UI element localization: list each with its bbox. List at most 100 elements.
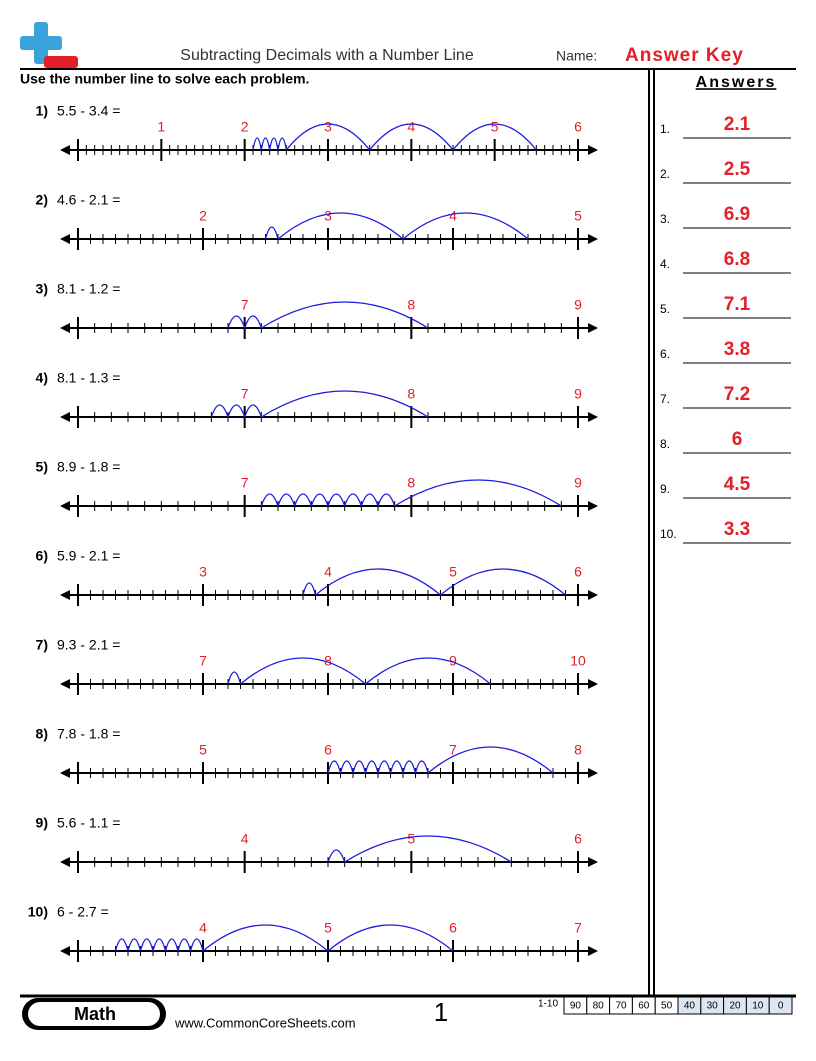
jump-arc — [277, 137, 287, 151]
number-label: 5 — [449, 564, 457, 580]
jump-arc — [452, 123, 537, 151]
jump-arc — [364, 760, 379, 774]
jump-arc — [402, 760, 417, 774]
arrow-head — [588, 412, 598, 422]
arrow-head — [60, 768, 70, 778]
answer-number: 2. — [660, 167, 670, 181]
number-label: 9 — [574, 475, 582, 491]
number-label: 6 — [574, 119, 582, 135]
answer: 7.1 — [724, 294, 751, 315]
number-label: 9 — [449, 653, 457, 669]
number-label: 6 — [574, 831, 582, 847]
number-label: 3 — [324, 119, 332, 135]
answer: 3.3 — [724, 519, 750, 540]
jump-arc — [389, 760, 404, 774]
jump-arc — [177, 938, 192, 952]
title: Subtracting Decimals with a Number Line — [180, 47, 474, 64]
answer-number: 3. — [660, 212, 670, 226]
jump-arc — [294, 493, 312, 507]
score-label: 1-10 — [538, 999, 558, 1010]
jump-arc — [277, 493, 296, 507]
jump-arc — [227, 404, 246, 418]
jump-arc — [414, 760, 429, 774]
number-label: 10 — [570, 653, 586, 669]
jump-arc — [427, 746, 554, 774]
score: 20 — [729, 1001, 741, 1012]
answers-title: Answers — [696, 74, 777, 91]
jump-arc — [402, 212, 529, 240]
problem-number: 6) — [36, 548, 48, 564]
score: 30 — [707, 1001, 719, 1012]
number-label: 5 — [574, 208, 582, 224]
problem-number: 2) — [36, 192, 48, 208]
number-label: 7 — [449, 742, 457, 758]
arrow-head — [588, 234, 598, 244]
number-label: 4 — [449, 208, 457, 224]
answer: 3.8 — [724, 339, 750, 360]
answer-number: 7. — [660, 392, 670, 406]
number-label: 4 — [241, 831, 249, 847]
number-label: 7 — [241, 297, 249, 313]
logo — [20, 22, 78, 68]
score: 10 — [752, 1001, 764, 1012]
answer-number: 6. — [660, 347, 670, 361]
jump-arc — [127, 938, 142, 952]
number-label: 2 — [199, 208, 207, 224]
answer: 6.8 — [724, 249, 750, 270]
score: 70 — [615, 1001, 627, 1012]
jump-arc — [244, 315, 262, 329]
problem-expression: 8.9 - 1.8 = — [57, 459, 120, 475]
jump-arc — [344, 835, 512, 863]
jump-arc — [440, 568, 566, 596]
answer-number: 10. — [660, 527, 677, 541]
jump-arc — [327, 849, 346, 863]
problem-number: 8) — [36, 726, 48, 742]
problem-number: 1) — [36, 103, 48, 119]
arrow-head — [60, 234, 70, 244]
answer: 2.1 — [724, 114, 751, 135]
number-label: 6 — [449, 920, 457, 936]
number-label: 1 — [157, 119, 165, 135]
number-label: 7 — [241, 475, 249, 491]
answer: 7.2 — [724, 384, 750, 405]
jump-arc — [210, 404, 229, 418]
jump-arc — [339, 760, 354, 774]
website: www.CommonCoreSheets.com — [174, 1015, 356, 1030]
jump-arc — [202, 924, 329, 952]
jump-arc — [377, 760, 392, 774]
number-label: 3 — [324, 208, 332, 224]
page-number: 1 — [434, 997, 448, 1027]
number-label: 8 — [324, 653, 332, 669]
jump-arc — [394, 479, 562, 507]
problem-number: 5) — [36, 459, 48, 475]
arrow-head — [60, 412, 70, 422]
problem-expression: 7.8 - 1.8 = — [57, 726, 120, 742]
jump-arc — [310, 493, 329, 507]
number-label: 8 — [407, 297, 415, 313]
number-label: 7 — [199, 653, 207, 669]
arrow-head — [588, 501, 598, 511]
arrow-head — [60, 946, 70, 956]
jump-arc — [227, 671, 242, 685]
arrow-head — [60, 145, 70, 155]
jump-arc — [327, 760, 342, 774]
number-label: 5 — [324, 920, 332, 936]
jump-arc — [152, 938, 167, 952]
answer-number: 1. — [660, 122, 670, 136]
score-cell — [768, 996, 793, 1015]
score: 0 — [778, 1001, 784, 1012]
answer-number: 8. — [660, 437, 670, 451]
number-label: 9 — [574, 297, 582, 313]
number-label: 8 — [574, 742, 582, 758]
score: 60 — [638, 1001, 650, 1012]
number-label: 6 — [324, 742, 332, 758]
jump-arc — [227, 315, 246, 329]
number-label: 6 — [574, 564, 582, 580]
jump-arc — [360, 493, 379, 507]
arrow-head — [588, 768, 598, 778]
answer-number: 4. — [660, 257, 670, 271]
number-label: 9 — [574, 386, 582, 402]
answer-number: 5. — [660, 302, 670, 316]
answer: 4.5 — [724, 474, 751, 495]
arrow-head — [60, 501, 70, 511]
